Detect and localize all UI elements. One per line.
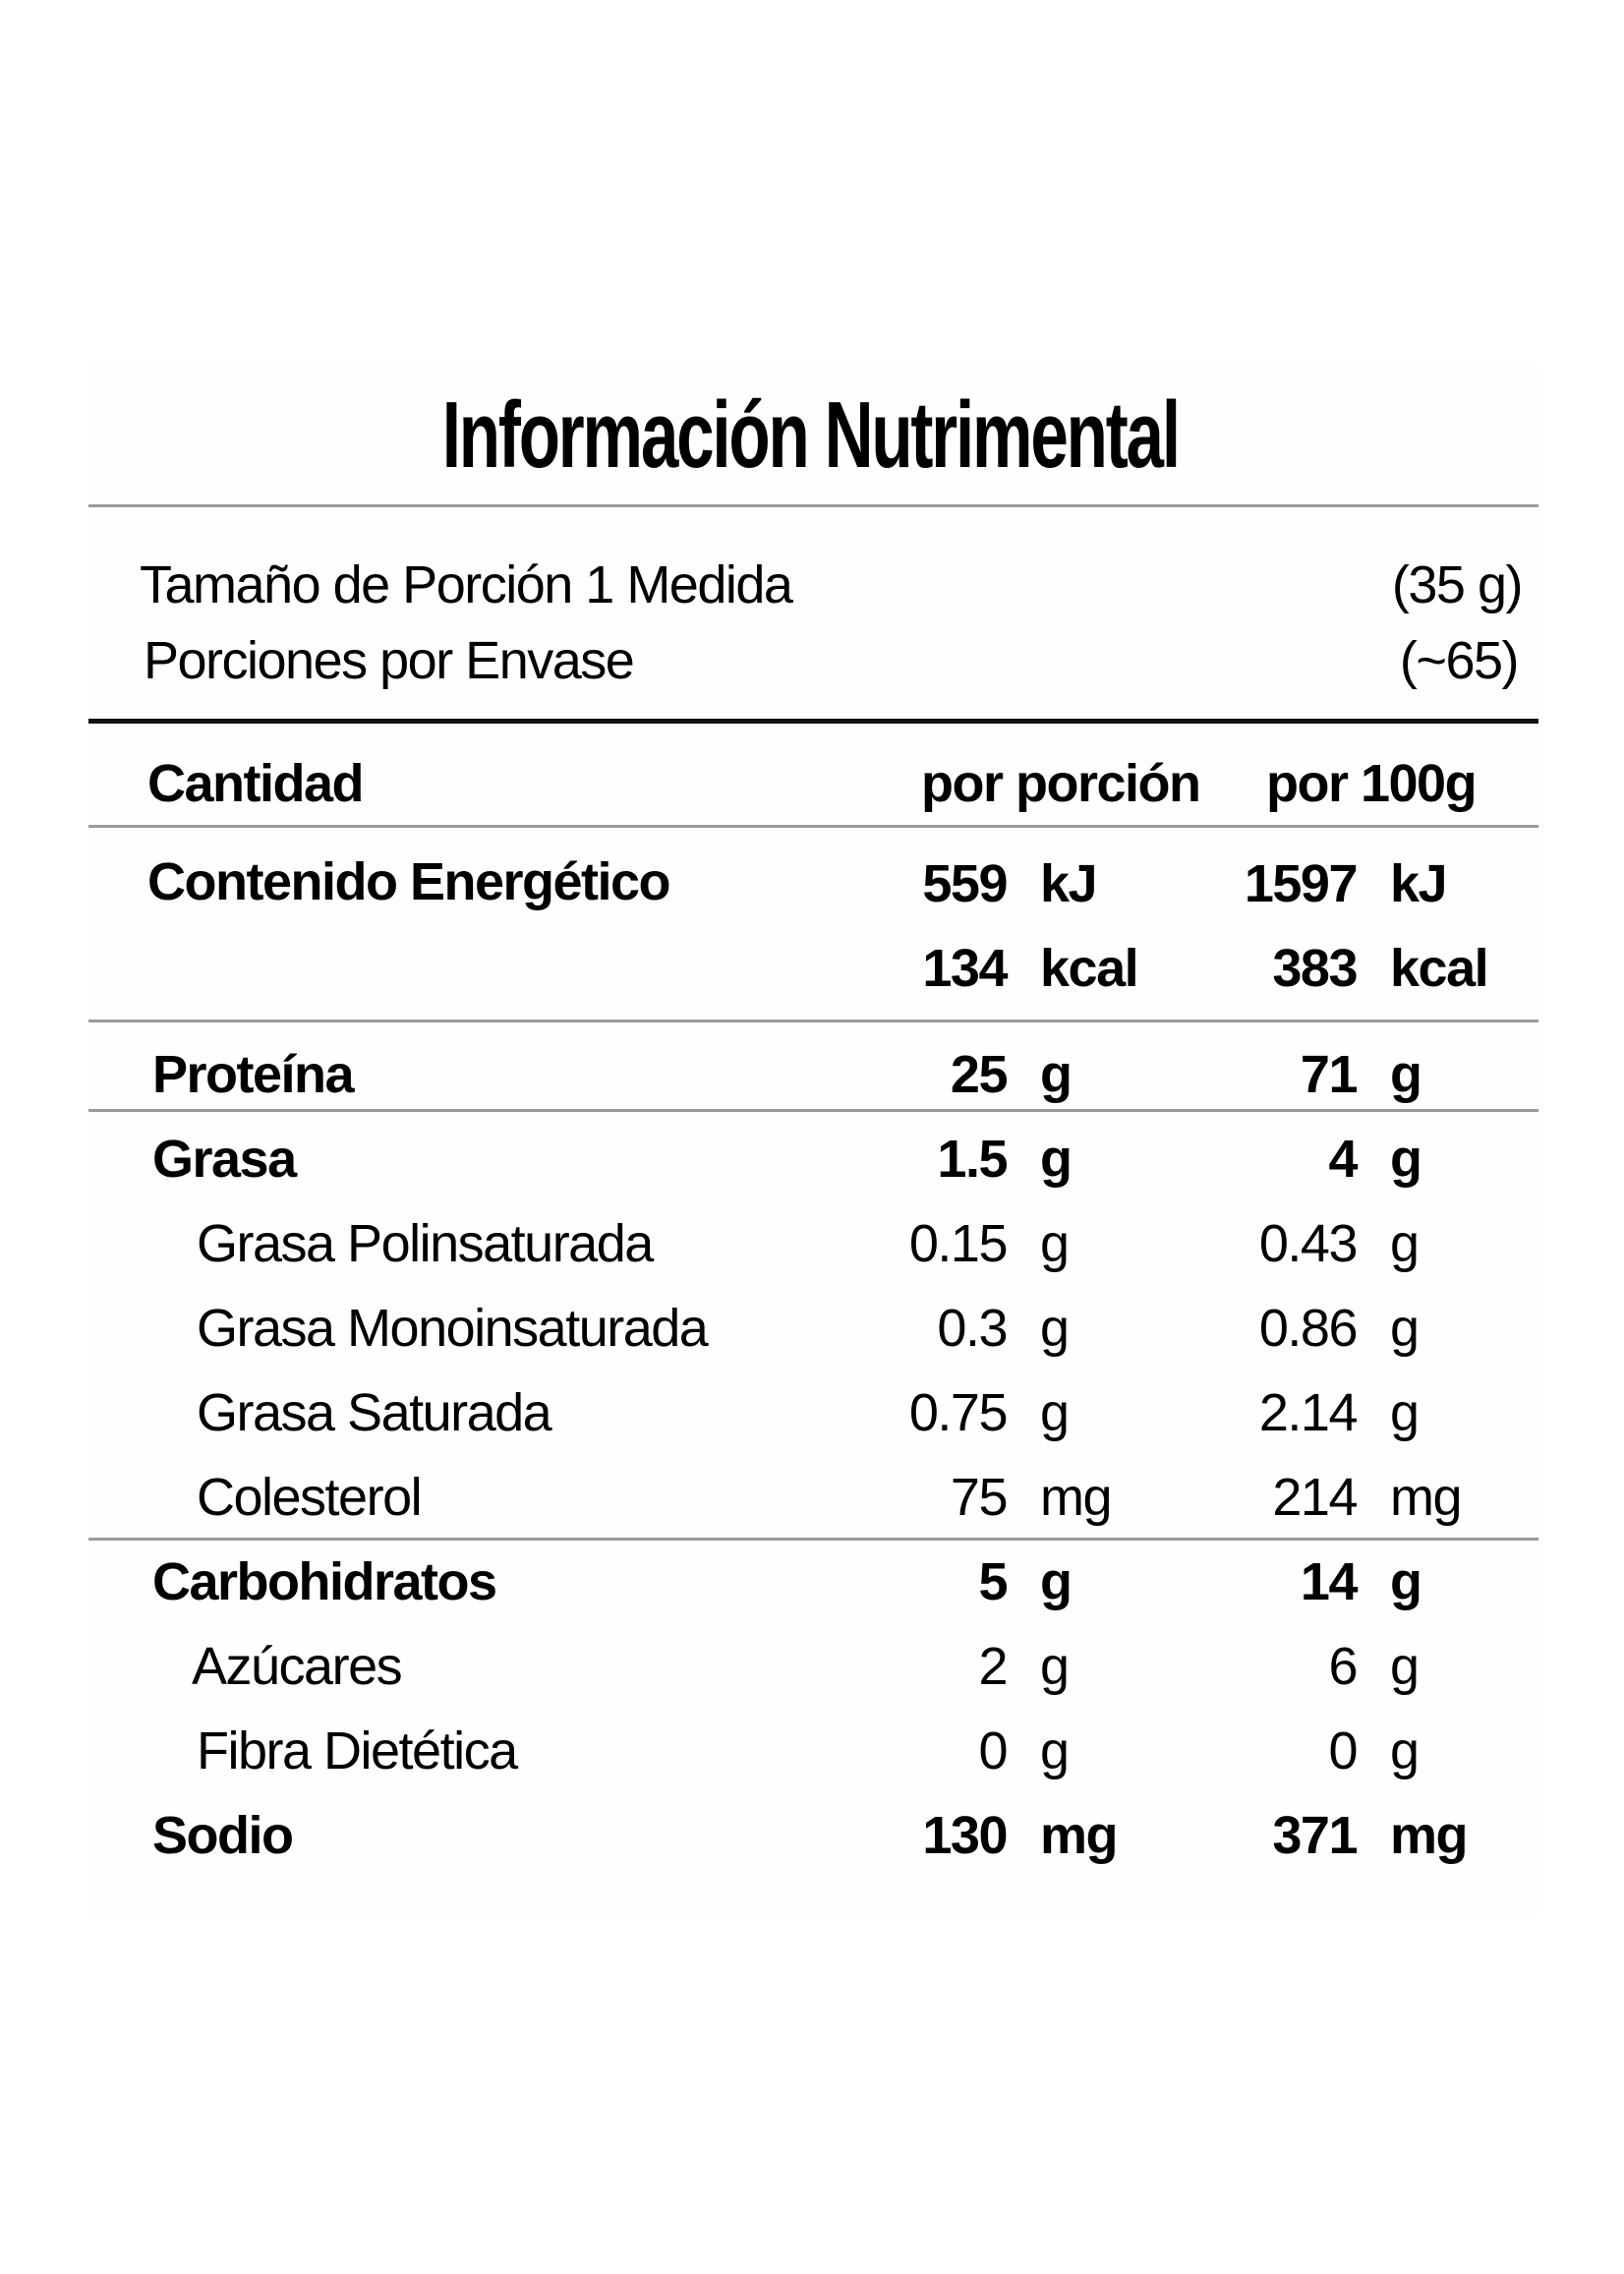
nutrient-per-serving: 1.5 [937,1130,1008,1189]
nutrient-label: Grasa Monoinsaturada [197,1299,709,1358]
nutrient-per-100g: 4 [1328,1130,1358,1189]
energy-kj-row: 559 kJ 1597 kJ [0,857,1624,926]
nutrient-row-grasa-polinsaturada: Grasa Polinsaturada 0.15 g 0.43 g [0,1217,1624,1286]
nutrient-row-colesterol: Colesterol 75 mg 214 mg [0,1471,1624,1540]
nutrient-unit-1: g [1040,1045,1073,1104]
protein-divider [88,1109,1538,1112]
nutrient-unit-2: mg [1390,1806,1469,1865]
serving-size-value: (35 g) [1391,555,1524,614]
nutrient-label: Carbohidratos [152,1552,497,1611]
nutrition-panel [87,362,1541,1917]
energy-kcal-unit-1: kcal [1040,939,1139,998]
nutrient-per-100g: 6 [1328,1637,1358,1696]
nutrient-per-100g: 371 [1272,1806,1358,1865]
nutrient-label: Grasa Polinsaturada [197,1214,654,1273]
servings-per-container-value: (~65) [1399,631,1520,690]
nutrient-unit-2: g [1390,1637,1420,1696]
nutrient-unit-2: g [1390,1383,1420,1442]
nutrient-per-serving: 130 [922,1806,1008,1865]
nutrient-unit-2: g [1390,1552,1422,1611]
nutrient-label: Proteína [152,1045,355,1104]
energy-divider [88,1020,1538,1022]
nutrient-row-proteina: Proteína 25 g 71 g [0,1048,1624,1117]
energy-kcal-per-serving: 134 [922,939,1008,998]
nutrient-per-100g: 0.43 [1258,1214,1359,1273]
nutrient-row-azucares: Azúcares 2 g 6 g [0,1640,1624,1709]
nutrient-label: Grasa Saturada [197,1383,552,1442]
nutrient-label: Fibra Dietética [197,1721,518,1780]
nutrient-row-fibra-dietetica: Fibra Dietética 0 g 0 g [0,1724,1624,1793]
nutrient-per-serving: 75 [950,1468,1009,1527]
nutrient-per-100g: 2.14 [1258,1383,1359,1442]
nutrient-per-serving: 2 [978,1637,1008,1696]
nutrition-title: Información Nutrimental [441,382,1181,488]
header-per-serving: por porción [921,754,1201,813]
nutrient-per-serving: 0.75 [908,1383,1009,1442]
nutrient-unit-1: g [1040,1383,1070,1442]
thick-divider [88,719,1538,724]
title-divider [88,504,1538,507]
nutrient-label: Colesterol [197,1468,423,1527]
nutrient-unit-1: mg [1040,1468,1113,1527]
header-divider [88,825,1538,828]
nutrient-unit-1: g [1040,1721,1070,1780]
nutrient-unit-1: g [1040,1552,1073,1611]
nutrient-per-100g: 71 [1300,1045,1359,1104]
nutrient-unit-1: g [1040,1130,1073,1189]
energy-label: Contenido Energético [147,852,671,911]
energy-kcal-unit-2: kcal [1390,939,1489,998]
nutrient-unit-1: g [1040,1637,1070,1696]
nutrient-unit-2: g [1390,1721,1420,1780]
nutrient-row-sodio: Sodio 130 mg 371 mg [0,1809,1624,1878]
nutrient-row-grasa-monoinsaturada: Grasa Monoinsaturada 0.3 g 0.86 g [0,1302,1624,1370]
nutrient-unit-2: g [1390,1299,1420,1358]
nutrient-per-serving: 0.3 [937,1299,1008,1358]
nutrient-per-serving: 0 [978,1721,1008,1780]
energy-kcal-row: 134 kcal 383 kcal [0,942,1624,1011]
nutrient-row-carbohidratos: Carbohidratos 5 g 14 g [0,1555,1624,1624]
energy-kj-per-serving: 559 [922,854,1008,913]
nutrient-unit-1: mg [1040,1806,1119,1865]
nutrient-per-100g: 14 [1300,1552,1359,1611]
fat-divider [88,1538,1538,1541]
nutrient-unit-2: g [1390,1214,1420,1273]
energy-kj-per-100g: 1597 [1244,854,1359,913]
nutrient-unit-2: g [1390,1045,1422,1104]
energy-kcal-per-100g: 383 [1272,939,1358,998]
header-cantidad: Cantidad [147,754,365,813]
header-per-100g: por 100g [1266,754,1478,813]
nutrient-unit-2: g [1390,1130,1422,1189]
energy-kj-unit-2: kJ [1390,854,1448,913]
nutrient-unit-1: g [1040,1214,1070,1273]
nutrient-per-100g: 214 [1272,1468,1358,1527]
nutrient-label: Sodio [152,1806,294,1865]
nutrient-per-serving: 5 [978,1552,1008,1611]
nutrient-label: Azúcares [192,1637,403,1696]
nutrient-per-100g: 0.86 [1258,1299,1359,1358]
nutrient-label: Grasa [152,1130,297,1189]
nutrient-per-100g: 0 [1328,1721,1358,1780]
nutrient-row-grasa: Grasa 1.5 g 4 g [0,1133,1624,1201]
nutrient-unit-1: g [1040,1299,1070,1358]
servings-per-container-label: Porciones por Envase [144,631,635,690]
nutrient-per-serving: 25 [950,1045,1009,1104]
nutrient-row-grasa-saturada: Grasa Saturada 0.75 g 2.14 g [0,1386,1624,1455]
nutrient-per-serving: 0.15 [908,1214,1009,1273]
energy-kj-unit-1: kJ [1040,854,1098,913]
serving-size-label: Tamaño de Porción 1 Medida [140,555,793,614]
nutrient-unit-2: mg [1390,1468,1463,1527]
